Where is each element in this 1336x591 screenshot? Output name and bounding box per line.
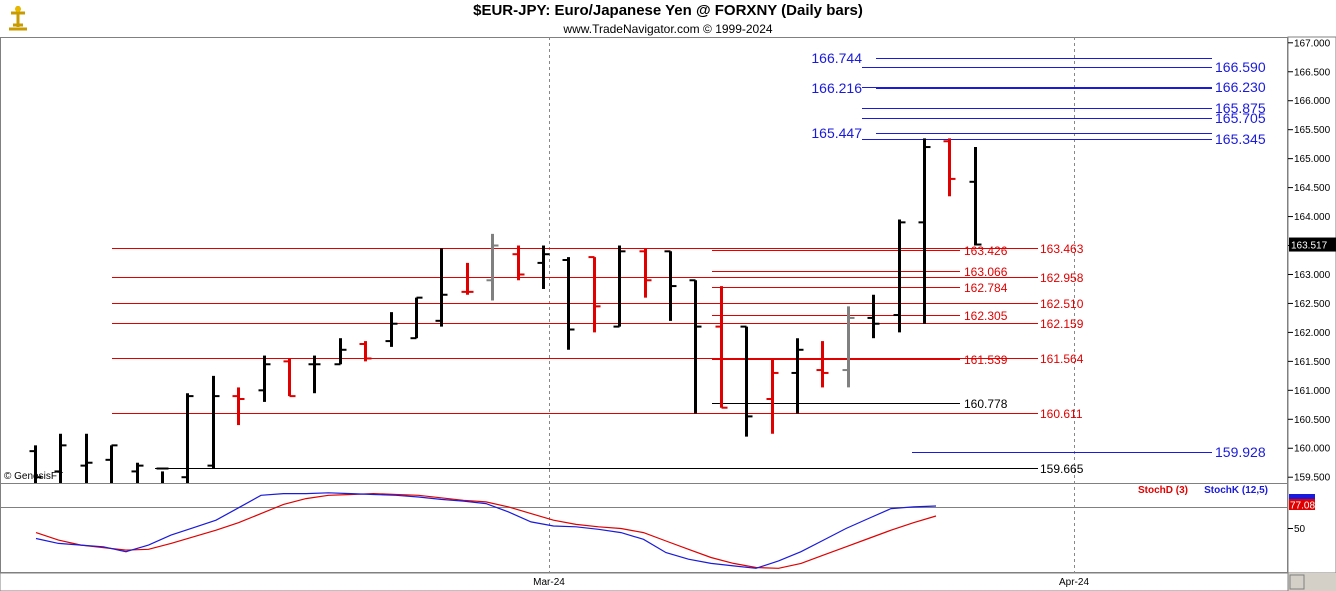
y-tick-label: 165.000 [1294, 154, 1331, 165]
level-label: 161.539 [964, 353, 1008, 367]
level-label: 163.066 [964, 265, 1008, 279]
level-label: 165.345 [1215, 131, 1266, 147]
last-price-badge [1289, 237, 1336, 252]
y-axis-panel [1287, 36, 1336, 574]
y-tick-label: 162.500 [1294, 299, 1331, 310]
level-label: 159.665 [1040, 462, 1084, 476]
y-tick-label: 166.500 [1294, 67, 1331, 78]
watermark-text: © GenesisFT [4, 471, 63, 482]
y-tick-label: 161.000 [1294, 386, 1331, 397]
y-tick-label: 160.000 [1294, 444, 1331, 455]
plot-frame [0, 37, 1288, 573]
chart-title: $EUR-JPY: Euro/Japanese Yen @ FORXNY (Da… [473, 2, 863, 19]
level-label: 162.159 [1040, 317, 1084, 331]
stoch-series-line [35, 492, 937, 569]
last-price-label: 163.517 [1291, 241, 1328, 252]
y-tick-label: 160.500 [1294, 415, 1331, 426]
level-label: 161.564 [1040, 352, 1084, 366]
level-label: 166.216 [811, 80, 862, 96]
stoch-k-legend: StochK (12,5) [1204, 485, 1268, 496]
level-label: 163.426 [964, 244, 1008, 258]
level-label: 160.778 [964, 397, 1008, 411]
y-tick-label: 164.000 [1294, 212, 1331, 223]
stoch-last-value: 77.08 [1290, 501, 1315, 512]
level-label: 160.611 [1040, 407, 1083, 421]
stoch-d-badge [1289, 499, 1315, 510]
stoch-k-badge [1289, 494, 1315, 499]
stoch-series-line [35, 492, 937, 569]
level-label: 165.875 [1215, 100, 1266, 116]
level-label: 159.928 [1215, 444, 1266, 460]
stoch-d-legend: StochD (3) [1138, 485, 1188, 496]
level-label: 162.305 [964, 309, 1008, 323]
y-tick-label: 165.500 [1294, 125, 1331, 136]
y-tick-label: 159.500 [1294, 473, 1331, 484]
level-label: 166.744 [811, 50, 862, 66]
level-label: 165.705 [1215, 110, 1266, 126]
y-tick-label: 167.000 [1294, 38, 1331, 49]
level-label: 165.447 [811, 125, 862, 141]
level-label: 162.784 [964, 281, 1008, 295]
stoch-y-tick-label: 50 [1294, 524, 1306, 535]
level-label: 162.958 [1040, 271, 1084, 285]
y-tick-label: 166.000 [1294, 96, 1331, 107]
level-label: 163.463 [1040, 242, 1084, 256]
y-tick-label: 164.500 [1294, 183, 1331, 194]
x-tick-label: Mar-24 [533, 577, 565, 588]
y-tick-label: 163.000 [1294, 270, 1331, 281]
level-label: 162.510 [1040, 297, 1084, 311]
scroll-right-button [1289, 574, 1305, 590]
level-label: 166.230 [1215, 79, 1266, 95]
y-tick-label: 161.500 [1294, 357, 1331, 368]
time-axis-area [0, 572, 1289, 591]
level-label: 166.590 [1215, 59, 1266, 75]
x-tick-label: Apr-24 [1059, 577, 1089, 588]
genesis-logo-icon [3, 3, 33, 33]
chart-subtitle: www.TradeNavigator.com © 1999-2024 [563, 22, 773, 36]
y-tick-label: 162.000 [1294, 328, 1331, 339]
